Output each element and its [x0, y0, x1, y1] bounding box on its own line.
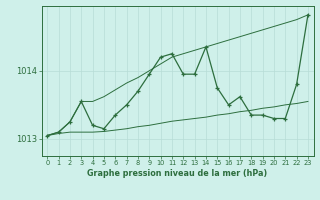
X-axis label: Graphe pression niveau de la mer (hPa): Graphe pression niveau de la mer (hPa) — [87, 169, 268, 178]
